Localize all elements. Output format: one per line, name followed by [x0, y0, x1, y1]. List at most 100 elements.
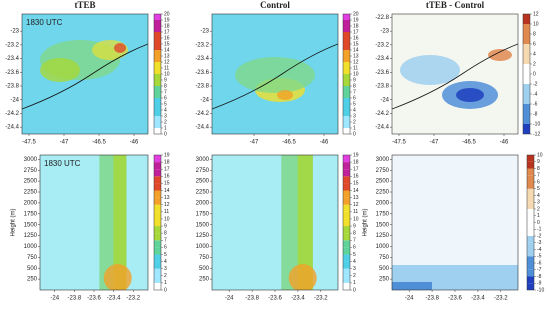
colorbar-tick-label: 13	[164, 195, 170, 201]
colorbar-segment	[527, 242, 534, 250]
colorbar-segment	[154, 247, 161, 255]
colorbar-segment	[154, 26, 161, 32]
colorbar-tick-label: 2	[533, 61, 536, 67]
colorbar-tick-label: 13	[164, 53, 170, 59]
colorbar-tick-label: 5	[164, 252, 167, 258]
colorbar-tick-label: 19	[164, 152, 170, 158]
colorbar-segment	[154, 74, 161, 80]
y-tick-label: -24.2	[375, 111, 389, 117]
y-tick-label: -24	[200, 97, 209, 103]
colorbar-segment	[527, 236, 534, 243]
y-tick-label: 250	[27, 277, 38, 283]
field-blob	[456, 88, 484, 102]
y-tick-label: 750	[379, 255, 390, 261]
coastline	[22, 43, 148, 110]
colorbar-tick-label: 4	[533, 51, 536, 57]
colorbar-segment	[527, 209, 534, 216]
colorbar-segment	[343, 62, 350, 68]
x-tick-label: -46	[500, 140, 509, 146]
colorbar-segment	[154, 155, 161, 163]
colorbar-segment	[343, 92, 350, 98]
coastline	[392, 43, 518, 110]
colorbar-tick-label: 8	[164, 230, 167, 236]
field-blob	[40, 58, 80, 82]
y-tick-label: -24	[380, 97, 389, 103]
y-tick-label: 2500	[376, 179, 390, 185]
colorbar-tick-label: 10	[353, 216, 359, 222]
colorbar-tick-label: 0	[353, 287, 356, 293]
colorbar-segment	[154, 92, 161, 98]
y-tick-label: 500	[199, 266, 210, 272]
colorbar-segment	[154, 183, 161, 191]
colorbar-tick-label: 0	[353, 131, 356, 137]
colorbar-tick-label: 10	[164, 71, 170, 77]
colorbar-tick-label: 19	[164, 17, 170, 23]
y-tick-label: -22.8	[375, 15, 389, 21]
colorbar-tick-label: 2	[353, 119, 356, 125]
colorbar-tick-label: 11	[353, 209, 358, 215]
y-tick-label: 750	[27, 255, 38, 261]
y-tick-label: -23	[10, 29, 19, 35]
colorbar-segment	[154, 116, 161, 122]
colorbar-tick-label: 4	[353, 107, 356, 113]
colorbar-segment	[154, 44, 161, 50]
colorbar-tick-label: 9	[164, 223, 167, 229]
colorbar-tick-label: 12	[353, 202, 359, 208]
x-tick-label: -46.5	[282, 140, 296, 146]
colorbar-segment	[154, 240, 161, 248]
colorbar-tick-label: 11	[164, 65, 169, 71]
colorbar-segment	[154, 110, 161, 116]
colorbar-segment	[527, 249, 534, 257]
colorbar-tick-label: 1	[164, 125, 167, 131]
colorbar-tick-label: 12	[164, 202, 170, 208]
colorbar-tick-label: 8	[533, 31, 536, 37]
x-tick-label: -23.4	[107, 296, 121, 302]
colorbar-segment	[154, 204, 161, 212]
y-tick-label: 1750	[196, 211, 210, 217]
colorbar-segment	[343, 44, 350, 50]
colorbar-segment	[343, 226, 350, 234]
x-tick-label: -23.8	[68, 296, 82, 302]
x-tick-label: -23.6	[87, 296, 101, 302]
colorbar-tick-label: -12	[533, 131, 540, 137]
colorbar-segment	[154, 98, 161, 104]
colorbar-segment	[523, 124, 530, 134]
colorbar-tick-label: -8	[537, 274, 542, 280]
colorbar-segment	[343, 190, 350, 198]
colorbar-segment	[154, 233, 161, 241]
colorbar-segment	[154, 268, 161, 276]
colorbar-tick-label: 0	[164, 287, 167, 293]
colorbar-tick-label: 15	[164, 41, 170, 47]
y-tick-label: 3000	[196, 157, 210, 163]
x-tick-label: -47	[430, 140, 439, 146]
colorbar-segment	[343, 176, 350, 184]
colorbar-segment	[343, 86, 350, 92]
colorbar-segment	[154, 162, 161, 170]
colorbar-segment	[527, 195, 534, 203]
y-tick-label: -24.4	[5, 125, 19, 131]
x-tick-label: -47.5	[22, 140, 36, 146]
y-tick-label: -23.8	[195, 84, 209, 90]
field-blob	[103, 264, 132, 290]
y-tick-label: -24.2	[5, 111, 19, 117]
colorbar-tick-label: 15	[164, 181, 170, 187]
colorbar-tick-label: 6	[353, 95, 356, 101]
colorbar-tick-label: 2	[164, 119, 167, 125]
colorbar-segment	[527, 168, 534, 176]
colorbar-segment	[343, 211, 350, 219]
colorbar-tick-label: 13	[353, 53, 359, 59]
colorbar-segment	[527, 222, 534, 230]
colorbar-tick-label: 9	[353, 223, 356, 229]
colorbar-tick-label: 7	[353, 238, 356, 244]
colorbar-segment	[154, 211, 161, 219]
colorbar-tick-label: 7	[537, 173, 540, 179]
panel-title: tTEB - Control	[426, 0, 485, 10]
colorbar-segment	[343, 183, 350, 191]
y-tick-label: -23	[380, 29, 389, 35]
colorbar-tick-label: 16	[164, 35, 170, 41]
colorbar-segment	[343, 32, 350, 38]
colorbar-segment	[154, 14, 161, 20]
colorbar-tick-label: 1	[353, 125, 356, 131]
